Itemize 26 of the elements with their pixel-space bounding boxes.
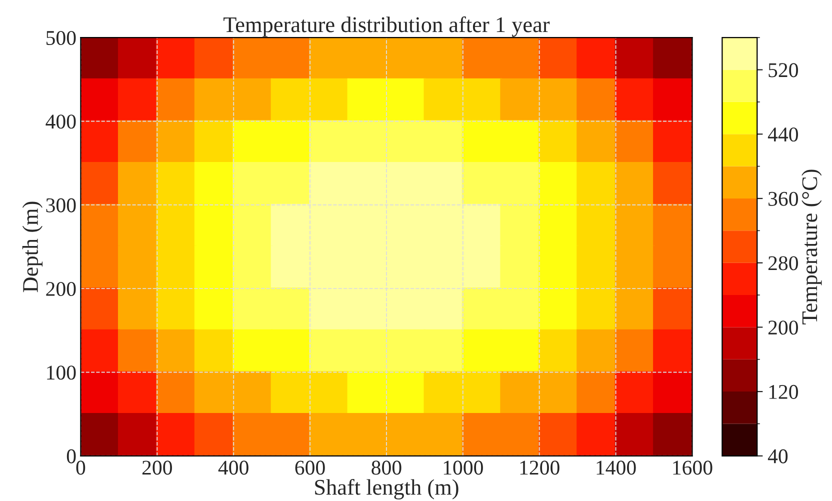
x-tick-label: 0 xyxy=(76,460,86,475)
y-axis-title: Depth (m) xyxy=(22,202,43,292)
y-tick-label: 100 xyxy=(47,366,76,380)
chart-title: Temperature distribution after 1 year xyxy=(224,16,550,37)
y-tick-label: 300 xyxy=(46,198,76,212)
x-tick-label: 1600 xyxy=(673,460,712,475)
color-bar-label: 200 xyxy=(768,320,798,335)
y-tick-label: 200 xyxy=(46,282,76,296)
y-tick-label: 0 xyxy=(66,449,76,464)
x-tick-label: 1000 xyxy=(444,460,483,475)
x-tick-label: 1400 xyxy=(596,460,636,475)
x-tick-label: 800 xyxy=(372,460,402,475)
color-bar-title: Temperature (°C) xyxy=(802,170,822,324)
x-tick-label: 600 xyxy=(295,460,325,475)
x-tick-label: 1200 xyxy=(520,460,560,475)
x-tick-label: 200 xyxy=(142,460,172,475)
x-axis-title: Shaft length (m) xyxy=(315,478,458,500)
color-bar-label: 120 xyxy=(769,384,798,399)
x-tick-label: 400 xyxy=(218,460,248,475)
color-bar-label: 440 xyxy=(768,127,798,142)
y-tick-label: 400 xyxy=(46,114,76,129)
color-bar-label: 40 xyxy=(768,449,788,464)
color-bar-label: 280 xyxy=(768,256,798,270)
color-bar-label: 520 xyxy=(768,63,798,78)
color-bar-label: 360 xyxy=(768,192,798,206)
y-tick-label: 500 xyxy=(46,30,76,46)
